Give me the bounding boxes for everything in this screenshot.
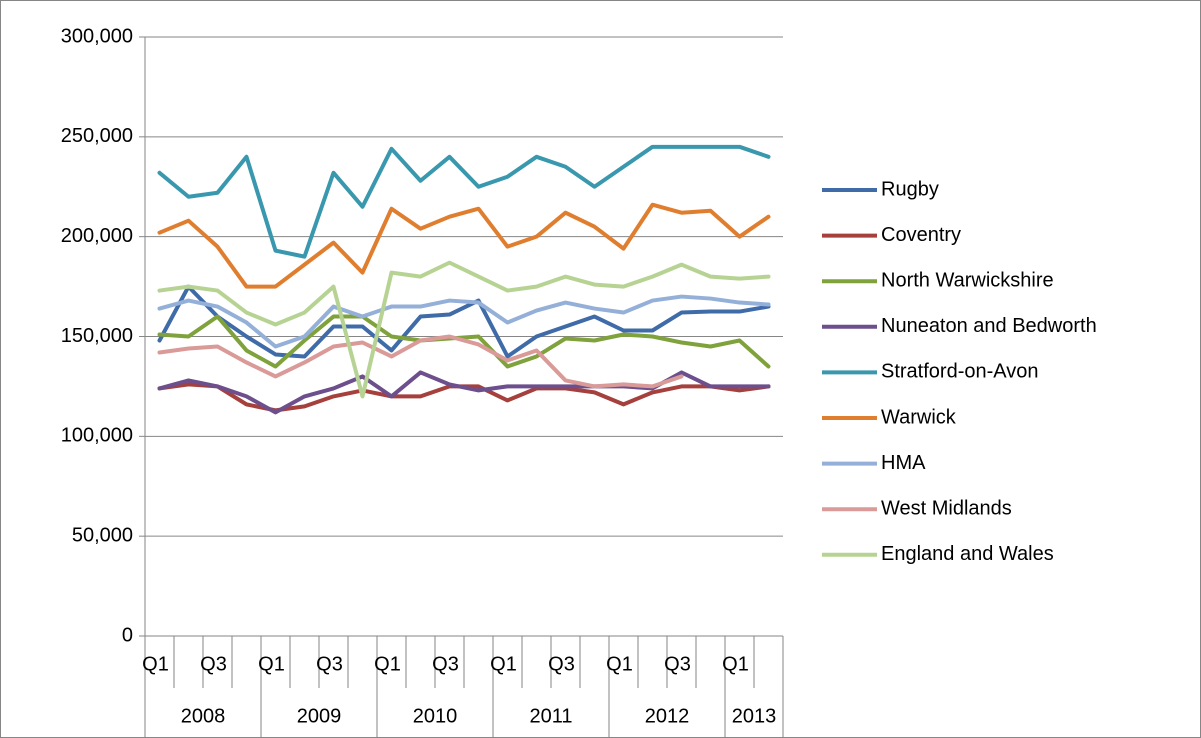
y-tick-label: 250,000 [61, 125, 133, 147]
legend-label: Coventry [881, 224, 961, 246]
legend-label: HMA [881, 452, 926, 474]
y-tick-label: 50,000 [72, 524, 133, 546]
x-tick-label: Q3 [432, 653, 459, 675]
x-tick-label: Q3 [664, 653, 691, 675]
series-line [157, 260, 771, 399]
x-group-label: 2013 [732, 705, 777, 727]
legend-label: Nuneaton and Bedworth [881, 315, 1097, 337]
series-line [157, 202, 771, 289]
legend-label: North Warwickshire [881, 269, 1054, 291]
x-tick-label: Q3 [316, 653, 343, 675]
x-tick-label: Q1 [142, 653, 169, 675]
x-group-label: 2012 [645, 705, 690, 727]
legend-label: Warwick [881, 406, 957, 428]
x-group-label: 2010 [413, 705, 458, 727]
x-tick-label: Q3 [200, 653, 227, 675]
x-group-label: 2011 [529, 705, 572, 727]
series-line [157, 314, 771, 369]
x-tick-label: Q1 [722, 653, 749, 675]
y-tick-label: 200,000 [61, 225, 133, 247]
y-tick-label: 100,000 [61, 425, 133, 447]
legend-label: England and Wales [881, 543, 1054, 565]
x-tick-label: Q1 [490, 653, 517, 675]
y-tick-label: 300,000 [61, 25, 133, 47]
series-line [157, 284, 771, 359]
y-tick-label: 150,000 [61, 325, 133, 347]
x-tick-label: Q3 [548, 653, 575, 675]
series-line [157, 334, 684, 389]
legend-label: Stratford-on-Avon [881, 361, 1039, 383]
series-line [157, 144, 771, 259]
x-group-label: 2009 [297, 705, 342, 727]
x-tick-label: Q1 [606, 653, 633, 675]
x-tick-label: Q1 [374, 653, 401, 675]
series-line [157, 294, 771, 349]
x-group-label: 2008 [181, 705, 226, 727]
legend-label: Rugby [881, 178, 939, 200]
legend-label: West Midlands [881, 497, 1012, 519]
y-tick-label: 0 [122, 624, 133, 646]
x-tick-label: Q1 [258, 653, 285, 675]
